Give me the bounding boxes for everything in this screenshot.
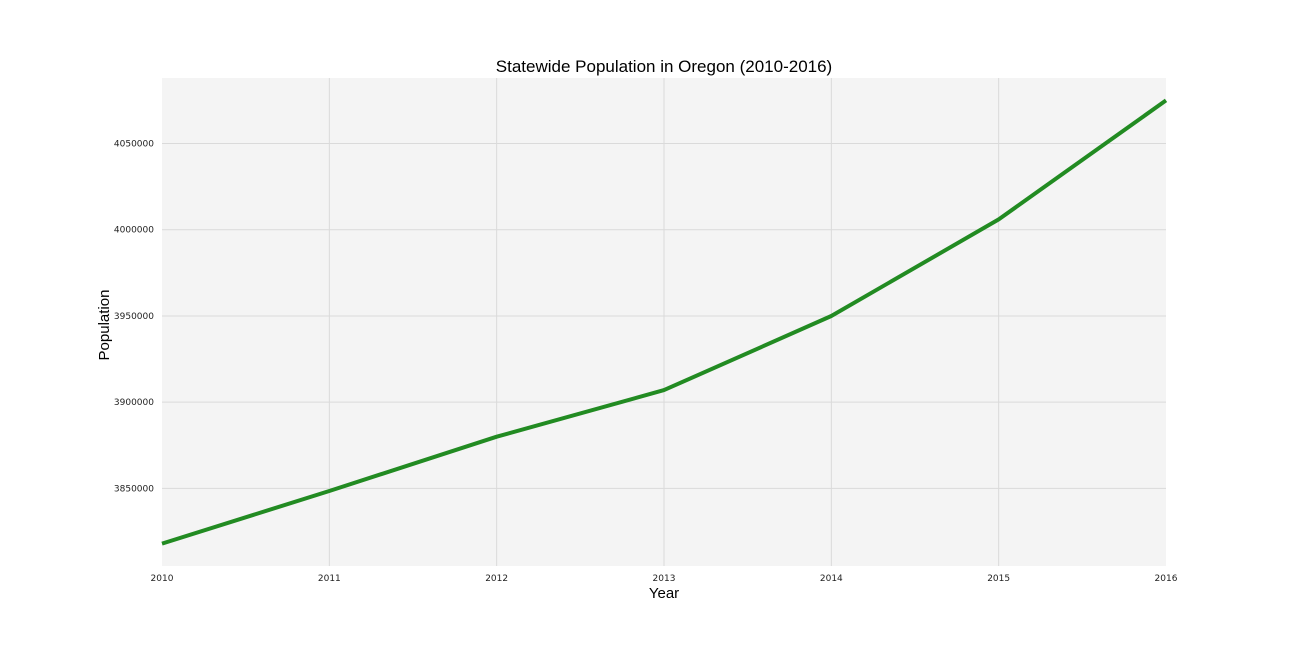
- y-tick-label: 3950000: [114, 312, 154, 322]
- x-tick-label: 2015: [987, 574, 1010, 584]
- x-tick-label: 2011: [318, 574, 341, 584]
- x-tick-label: 2013: [653, 574, 676, 584]
- x-tick-label: 2010: [151, 574, 174, 584]
- y-tick-label: 4000000: [114, 226, 154, 236]
- population-line: [161, 98, 1168, 546]
- x-axis-ticks: 2010 2011 2012 2013 2014 2015 2016: [151, 574, 1178, 584]
- chart-title: Statewide Population in Oregon (2010-201…: [496, 57, 832, 76]
- y-tick-label: 3900000: [114, 398, 154, 408]
- x-tick-label: 2012: [485, 574, 508, 584]
- y-axis-label: Population: [96, 290, 113, 361]
- grid-lines: [162, 78, 1166, 566]
- x-tick-label: 2014: [820, 574, 843, 584]
- y-axis-ticks: 3850000 3900000 3950000 4000000 4050000: [114, 140, 154, 495]
- x-axis-label: Year: [649, 585, 679, 602]
- y-tick-label: 4050000: [114, 140, 154, 150]
- y-tick-label: 3850000: [114, 484, 154, 494]
- x-tick-label: 2016: [1155, 574, 1178, 584]
- series-layer: [161, 98, 1168, 546]
